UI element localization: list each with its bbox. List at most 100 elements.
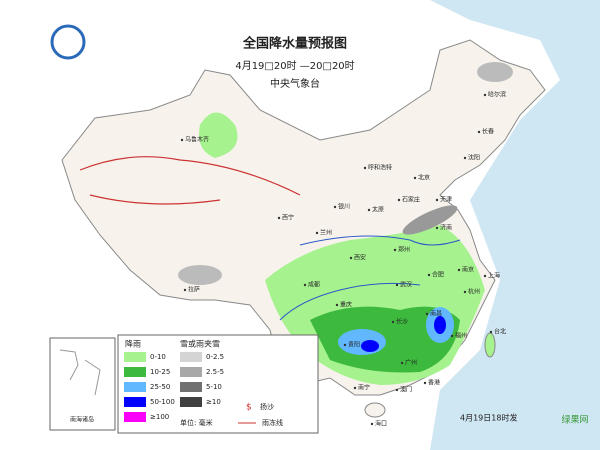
legend-label: 单位: 毫米 xyxy=(180,418,213,427)
legend-swatch xyxy=(180,397,202,407)
legend-label: 扬沙 xyxy=(260,402,274,411)
city-dot xyxy=(353,386,357,390)
rain-area xyxy=(199,112,238,158)
legend-label: ≥10 xyxy=(206,398,221,406)
city-label: 沈阳 xyxy=(468,154,480,162)
legend-label: 雨冻线 xyxy=(262,418,283,427)
freeze-line xyxy=(79,156,301,205)
legend-label: 25-50 xyxy=(150,383,170,391)
sea xyxy=(430,0,600,450)
city-dot xyxy=(457,268,461,272)
city-dot xyxy=(463,156,467,160)
city-label: 哈尔滨 xyxy=(488,91,506,99)
city-dot xyxy=(427,273,431,277)
map-subtitle: 4月19□20时 —20□20时 xyxy=(235,60,354,72)
city-dot xyxy=(413,176,417,180)
legend-frame xyxy=(117,334,319,434)
legend-swatch xyxy=(180,367,202,377)
city-dot xyxy=(450,334,454,338)
city-dot xyxy=(180,138,184,142)
inset-coast xyxy=(59,349,101,396)
legend: 0-10 10-25 25-50 50-100 ≥100 0-2.5 2.5-5 5-10 ≥1… xyxy=(124,352,224,422)
city-dot xyxy=(335,303,339,307)
legend-swatch xyxy=(124,352,146,362)
city-label: 兰州 xyxy=(320,229,332,237)
city-label: 北京 xyxy=(418,174,430,182)
city-label: 拉萨 xyxy=(188,286,200,294)
city-label: 济南 xyxy=(440,224,452,232)
city-dot xyxy=(367,208,371,212)
city-label: 重庆 xyxy=(340,301,352,309)
city-label: 澳门 xyxy=(400,386,412,394)
legend-label: 10-25 xyxy=(150,368,170,376)
city-label: 上海 xyxy=(488,272,500,280)
city-dot xyxy=(477,130,481,134)
city-label: 香港 xyxy=(428,379,440,387)
city-dot xyxy=(277,216,281,220)
city-label: 南昌 xyxy=(430,310,442,318)
city-label: 台北 xyxy=(494,328,506,336)
city-label: 贵阳 xyxy=(348,341,360,349)
city-dot xyxy=(483,274,487,278)
hainan xyxy=(364,402,386,418)
sand-symbol: $ xyxy=(246,403,252,413)
city-dot xyxy=(393,248,397,252)
city-label: 西安 xyxy=(354,254,366,262)
city-label: 成都 xyxy=(308,281,320,289)
taiwan xyxy=(484,332,496,358)
city-label: 天津 xyxy=(440,197,452,204)
agency: 中央气象台 xyxy=(270,77,320,90)
map-title: 全国降水量预报图 xyxy=(242,36,347,52)
logo xyxy=(50,24,86,60)
city-dot xyxy=(349,256,353,260)
legend-swatch xyxy=(180,352,202,362)
city-dot xyxy=(315,231,319,235)
city-dot xyxy=(489,330,493,334)
legend-label: 2.5-5 xyxy=(206,368,224,376)
legend-swatch xyxy=(124,412,146,422)
rain-area xyxy=(361,340,379,352)
city-label: 银川 xyxy=(338,203,350,211)
city-label: 石家庄 xyxy=(402,196,420,204)
city-label: 杭州 xyxy=(468,288,480,296)
city-label: 武汉 xyxy=(400,281,412,289)
legend-label: 0-10 xyxy=(150,353,166,361)
snow-area xyxy=(477,62,513,82)
city-label: 长沙 xyxy=(396,318,408,326)
city-dot xyxy=(435,226,439,230)
city-dot xyxy=(400,361,404,365)
legend-swatch xyxy=(124,382,146,392)
legend-swatch xyxy=(124,367,146,377)
city-label: 乌鲁木齐 xyxy=(185,136,209,144)
snow-area xyxy=(402,205,458,235)
city-dot xyxy=(395,283,399,287)
legend-label: 5-10 xyxy=(206,383,222,391)
legend-title: 降雨 xyxy=(125,339,141,349)
city-dot xyxy=(425,312,429,316)
rain-area xyxy=(434,316,446,334)
city-label: 郑州 xyxy=(398,246,410,254)
city-label: 海口 xyxy=(375,420,387,428)
inset-frame xyxy=(49,337,116,431)
city-dot xyxy=(395,388,399,392)
city-dot xyxy=(303,283,307,287)
city-dot xyxy=(333,205,337,209)
city-label: 福州 xyxy=(455,332,467,340)
city-label: 西宁 xyxy=(282,214,294,222)
legend-swatch xyxy=(124,397,146,407)
watermark: 绿果网 xyxy=(561,414,588,426)
city-dot xyxy=(463,290,467,294)
city-label: 广州 xyxy=(405,359,417,367)
city-dot xyxy=(423,381,427,385)
city-label: 呼和浩特 xyxy=(368,164,392,172)
rain-area xyxy=(338,329,386,355)
city-dot xyxy=(363,166,367,170)
city-label: 南京 xyxy=(462,266,474,274)
inset-label: 南海诸岛 xyxy=(70,416,94,424)
snow-area xyxy=(178,265,222,285)
legend-label: 50-100 xyxy=(150,398,175,406)
river xyxy=(279,235,461,321)
city-dot xyxy=(343,343,347,347)
